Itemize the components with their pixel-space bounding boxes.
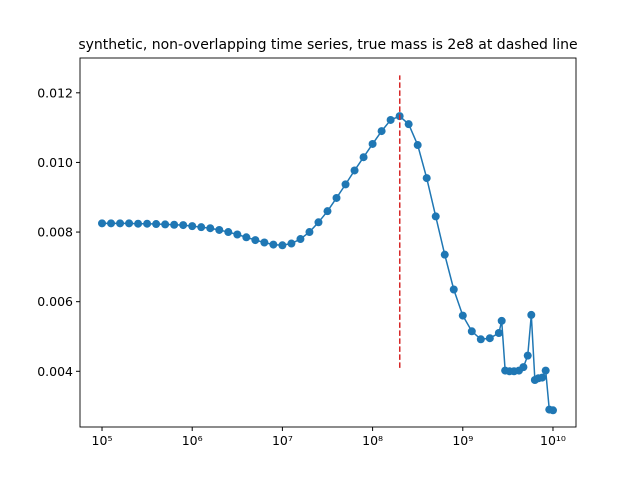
data-point <box>233 230 242 239</box>
data-point <box>143 219 152 228</box>
data-point <box>341 180 350 189</box>
data-point <box>548 406 557 415</box>
data-point <box>440 250 449 259</box>
data-point <box>413 141 422 150</box>
data-point <box>179 221 188 230</box>
data-point <box>188 222 197 231</box>
y-tick-label: 0.004 <box>37 364 73 379</box>
data-point <box>431 212 440 221</box>
x-tick-label: 10⁸ <box>362 433 383 448</box>
data-point <box>523 351 532 360</box>
data-point <box>467 327 476 336</box>
data-point <box>485 334 494 343</box>
axes-frame <box>79 57 577 428</box>
data-point <box>170 220 179 229</box>
data-point <box>538 373 547 382</box>
data-point <box>323 207 332 216</box>
data-point <box>314 218 323 227</box>
x-tick-label: 10⁵ <box>92 433 113 448</box>
data-point <box>350 166 359 175</box>
data-point <box>224 228 233 237</box>
data-point <box>116 219 125 228</box>
data-point <box>251 236 260 245</box>
data-point <box>422 174 431 183</box>
y-tick-label: 0.008 <box>37 225 73 240</box>
data-point <box>476 335 485 344</box>
data-point <box>197 223 206 232</box>
data-point <box>269 240 278 249</box>
data-point <box>152 220 161 229</box>
data-point <box>359 153 368 162</box>
data-point <box>134 219 143 228</box>
x-tick-label: 10⁹ <box>452 433 473 448</box>
x-tick-label: 10¹⁰ <box>540 433 566 448</box>
data-point <box>404 120 413 129</box>
data-point <box>287 239 296 248</box>
data-point <box>458 311 467 320</box>
x-tick-label: 10⁶ <box>182 433 203 448</box>
data-point <box>260 238 269 247</box>
chart-title: synthetic, non-overlapping time series, … <box>78 37 577 53</box>
data-point <box>206 224 215 233</box>
data-point <box>541 366 550 375</box>
data-point <box>215 225 224 234</box>
data-point <box>519 363 528 372</box>
data-point <box>527 310 536 319</box>
y-tick-label: 0.012 <box>37 85 73 100</box>
data-point <box>125 219 134 228</box>
data-point <box>305 228 314 237</box>
data-point <box>449 285 458 294</box>
data-point <box>497 316 506 325</box>
data-point <box>161 220 170 229</box>
data-point <box>377 127 386 136</box>
data-point <box>494 329 503 338</box>
data-point <box>242 233 251 242</box>
data-point <box>98 219 107 228</box>
data-point <box>296 235 305 244</box>
x-tick-label: 10⁷ <box>272 433 293 448</box>
y-tick-label: 0.006 <box>37 294 73 309</box>
data-point <box>386 115 395 124</box>
data-point <box>107 219 116 228</box>
y-tick-label: 0.010 <box>37 155 73 170</box>
data-point <box>368 139 377 148</box>
data-point <box>332 193 341 202</box>
data-point <box>278 241 287 250</box>
